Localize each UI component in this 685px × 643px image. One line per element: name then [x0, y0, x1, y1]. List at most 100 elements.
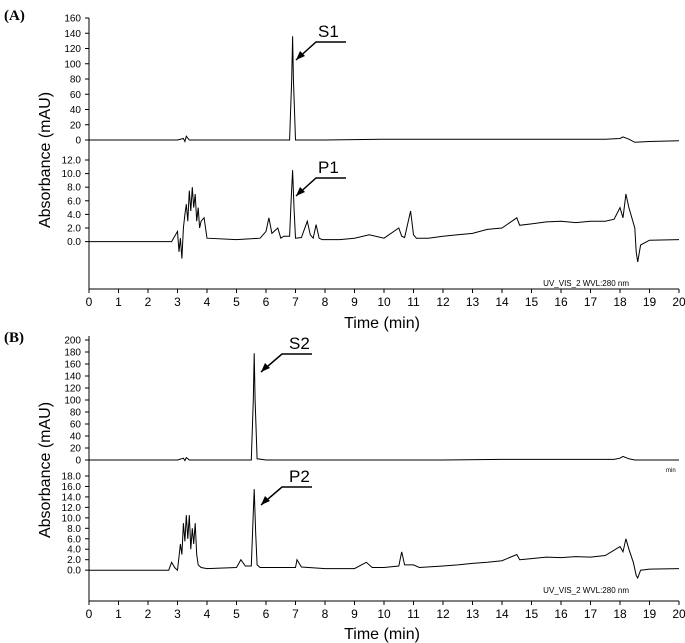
panel-a-top-y-tick-label: 120: [64, 44, 81, 55]
panel-b-bottom-y-tick-label: 12.0: [62, 503, 82, 514]
panel-b-x-tick-label: 5: [233, 607, 240, 621]
panel-b-top-y-tick-label: 40: [70, 432, 82, 443]
panel-b-x-tick-label: 1: [115, 607, 122, 621]
panel-a-x-tick-label: 20: [672, 295, 685, 309]
panel-a-x-tick-label: 8: [322, 295, 329, 309]
trace-s1-standard: [89, 36, 680, 143]
panel-b-top-y-tick-label: 60: [70, 420, 82, 431]
panel-a-x-tick-label: 16: [554, 295, 568, 309]
panel-a-x-tick-label: 13: [466, 295, 480, 309]
panel-a-label: (A): [4, 8, 25, 24]
panel-b-x-tick-label: 15: [525, 607, 539, 621]
panel-a-x-tick-label: 12: [436, 295, 450, 309]
panel-a-x-tick-label: 10: [377, 295, 391, 309]
panel-a-x-tick-label: 18: [613, 295, 627, 309]
panel-b-x-tick-label: 16: [554, 607, 568, 621]
panel-a-top-y-tick-label: 160: [64, 14, 81, 25]
panel-a-x-tick-label: 14: [495, 295, 509, 309]
panel-a-bottom-y-tick-label: 6.0: [67, 196, 81, 207]
panel-a-x-tick-label: 7: [292, 295, 299, 309]
panel-b-bottom-y-tick-label: 18.0: [62, 472, 82, 483]
p1-arrowhead-icon: [296, 187, 305, 196]
p1-peak-label: P1: [318, 158, 339, 177]
panel-b-top-y-tick-label: 200: [64, 336, 81, 347]
panel-a-x-tick-label: 11: [407, 295, 420, 309]
panel-b-bottom-y-tick-label: 0.0: [67, 566, 81, 577]
panel-b-x-tick-label: 11: [407, 607, 420, 621]
s2-peak-label: S2: [289, 334, 310, 353]
panel-a-top-y-tick-label: 140: [64, 29, 81, 40]
panel-b-x-axis-label: Time (min): [344, 626, 420, 643]
panel-a-top-y-ticks: 0 20 40 60 80 100 120 140 160: [64, 14, 89, 147]
panel-b-x-tick-label: 20: [672, 607, 685, 621]
panel-a-top-y-tick-label: 80: [70, 75, 82, 86]
panel-b-bottom-y-tick-label: 16.0: [62, 482, 82, 493]
s2-arrowhead-icon: [261, 363, 270, 372]
panel-a-x-tick-label: 15: [525, 295, 539, 309]
panel-b-top-y-tick-label: 140: [64, 372, 81, 383]
panel-a-bottom-y-tick-label: 8.0: [67, 183, 81, 194]
panel-a-x-tick-label: 9: [351, 295, 358, 309]
panel-a-bottom-y-tick-label: 0.0: [67, 237, 81, 248]
trace-p1-sample: [89, 170, 680, 263]
panel-a-x-tick-label: 6: [263, 295, 270, 309]
panel-a-y-axis-label: Absorbance (mAU): [37, 92, 54, 228]
p2-arrowhead-icon: [261, 496, 270, 505]
panel-a-x-tick-label: 3: [174, 295, 181, 309]
panel-a: (A) Absorbance (mAU) 0 20 40 60 80 100 120 140 1…: [4, 8, 685, 332]
p2-peak-annotation: P2: [260, 467, 312, 506]
panel-b-bottom-y-tick-label: 8.0: [67, 524, 81, 535]
panel-a-x-tick-label: 0: [86, 295, 93, 309]
p2-peak-label: P2: [289, 467, 310, 486]
panel-b-x-tick-label: 10: [377, 607, 391, 621]
panel-b-wavelength-note: UV_VIS_2 WVL:280 nm: [543, 586, 629, 595]
panel-b-x-tick-label: 4: [204, 607, 211, 621]
trace-p2-sample: [89, 489, 680, 580]
panel-b-top-y-tick-label: 160: [64, 360, 81, 371]
panel-a-top-y-tick-label: 40: [70, 105, 82, 116]
trace-s2-standard: [89, 353, 679, 462]
panel-b-bottom-y-tick-label: 14.0: [62, 492, 82, 503]
s1-arrowhead-icon: [296, 51, 305, 60]
panel-b-x-tick-label: 8: [322, 607, 329, 621]
panel-b-x-tick-label: 7: [292, 607, 299, 621]
s1-peak-label: S1: [318, 22, 339, 41]
panel-b-top-y-tick-label: 20: [70, 444, 82, 455]
panel-b-x-tick-label: 0: [86, 607, 93, 621]
panel-b-x-tick-label: 9: [351, 607, 358, 621]
panel-b-x-tick-label: 2: [145, 607, 152, 621]
panel-a-x-axis-label: Time (min): [344, 315, 420, 332]
panel-b-y-axis-label: Absorbance (mAU): [37, 402, 54, 538]
panel-b-bottom-y-tick-label: 4.0: [67, 545, 81, 556]
panel-b-x-tick-label: 6: [263, 607, 270, 621]
panel-b-top-y-tick-label: 0: [75, 456, 81, 467]
panel-b-top-y-tick-label: 100: [64, 396, 81, 407]
panel-a-x-tick-label: 5: [233, 295, 240, 309]
panel-b-bottom-y-tick-label: 2.0: [67, 555, 81, 566]
panel-a-wavelength-note: UV_VIS_2 WVL:280 nm: [543, 279, 629, 288]
panel-b-x-tick-label: 18: [613, 607, 627, 621]
panel-b-x-tick-label: 3: [174, 607, 181, 621]
s1-peak-annotation: S1: [295, 22, 346, 61]
panel-a-x-tick-label: 2: [145, 295, 152, 309]
panel-a-x-ticks: 0 1 2 3 4 5 6 7 8 9 10 11 12 13 14 15 16 17 18 19 20: [86, 289, 685, 309]
panel-b-bottom-y-tick-label: 10.0: [62, 513, 82, 524]
panel-a-bottom-y-tick-label: 4.0: [67, 210, 81, 221]
panel-b: (B) Absorbance (mAU) 0204060801001201401…: [4, 330, 685, 643]
panel-b-x-tick-label: 14: [495, 607, 509, 621]
panel-b-top-y-tick-label: 80: [70, 408, 82, 419]
panel-a-top-y-tick-label: 60: [70, 90, 82, 101]
panel-b-top-y-tick-label: 120: [64, 384, 81, 395]
panel-b-x-tick-label: 19: [643, 607, 657, 621]
panel-a-bottom-y-ticks: 0.0 2.0 4.0 6.0 8.0 10.0 12.0: [62, 156, 89, 248]
panel-a-bottom-y-tick-label: 10.0: [62, 169, 82, 180]
panel-b-x-tick-label: 17: [584, 607, 598, 621]
panel-a-x-tick-label: 4: [204, 295, 211, 309]
s2-peak-annotation: S2: [260, 334, 312, 373]
panel-b-bottom-y-ticks: 0.02.04.06.08.010.012.014.016.018.0: [62, 472, 89, 577]
panel-a-top-y-tick-label: 100: [64, 59, 81, 70]
panel-b-min-marker: min: [666, 468, 676, 474]
panel-b-x-tick-label: 12: [436, 607, 450, 621]
